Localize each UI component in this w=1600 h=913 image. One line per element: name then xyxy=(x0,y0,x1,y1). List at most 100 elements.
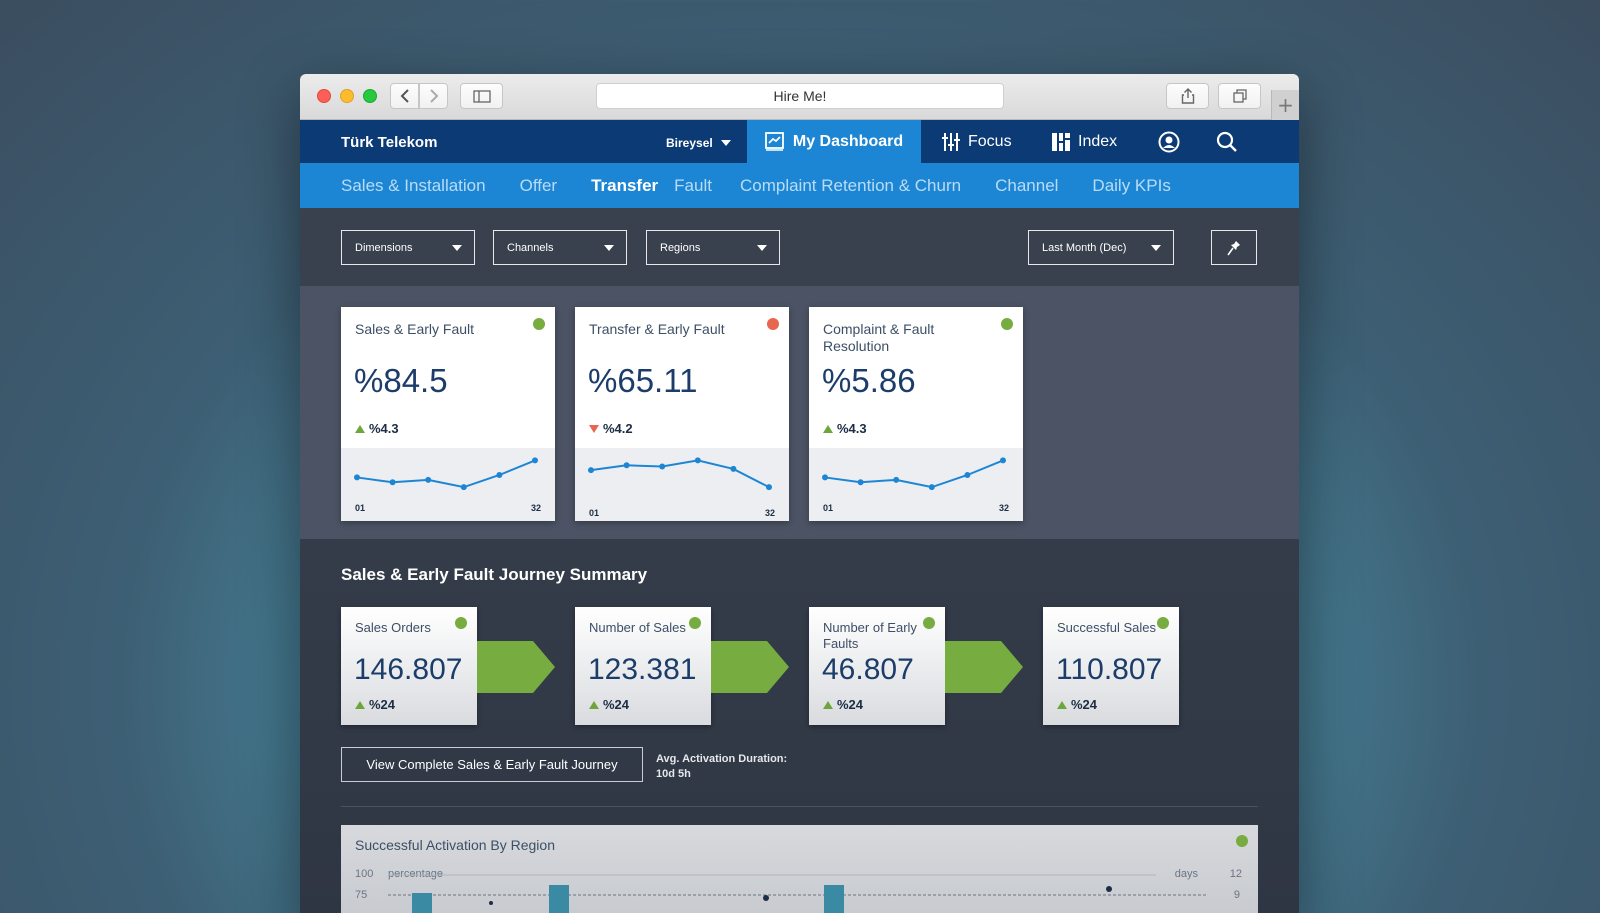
sparkline-point xyxy=(730,465,737,472)
view-journey-button[interactable]: View Complete Sales & Early Fault Journe… xyxy=(341,747,643,782)
tabs-icon xyxy=(1232,89,1247,103)
y-tick-right: 9 xyxy=(1233,889,1240,901)
tab-sales-installation[interactable]: Sales & Installation xyxy=(341,175,486,195)
plus-icon: + xyxy=(1277,93,1294,117)
sparkline-point xyxy=(425,476,432,483)
period-dropdown[interactable]: Last Month (Dec) xyxy=(1028,230,1174,265)
caret-down-icon xyxy=(1151,244,1161,251)
step-title: Successful Sales xyxy=(1057,620,1156,635)
sparkline-point xyxy=(694,457,701,464)
regions-dropdown[interactable]: Regions xyxy=(646,230,780,265)
step-value: 110.807 xyxy=(1056,653,1163,686)
grid-icon xyxy=(1052,132,1070,151)
kpi-delta: %4.2 xyxy=(589,421,633,436)
sparkline-point xyxy=(588,467,594,474)
top-navigation: Türk Telekom Bireysel My Dashboard Focus… xyxy=(300,120,1299,163)
user-profile-button[interactable] xyxy=(1158,120,1180,163)
step-value: 46.807 xyxy=(822,653,914,686)
new-tab-button[interactable]: + xyxy=(1271,90,1299,120)
chevron-left-icon xyxy=(400,89,409,103)
kpi-delta-value: %4.3 xyxy=(837,421,867,436)
forward-button[interactable] xyxy=(419,83,448,109)
user-icon xyxy=(1158,131,1180,152)
y-tick-left: 75 xyxy=(355,889,368,901)
channels-label: Channels xyxy=(507,241,554,254)
tab-channel[interactable]: Channel xyxy=(995,175,1059,195)
sparkline-start-label: 01 xyxy=(823,503,834,513)
kpi-title: Transfer & Early Fault xyxy=(589,321,725,337)
tab-fault[interactable]: Fault xyxy=(674,175,712,195)
dimensions-dropdown[interactable]: Dimensions xyxy=(341,230,475,265)
tab-daily-kpis[interactable]: Daily KPIs xyxy=(1092,175,1171,195)
chart-icon xyxy=(764,132,784,151)
arrow-up-icon xyxy=(355,700,365,709)
step-delta: %24 xyxy=(1057,697,1097,712)
arrow-up-icon xyxy=(589,700,599,709)
region-chart-card[interactable]: Successful Activation By Region 100 perc… xyxy=(341,825,1258,913)
caret-down-icon xyxy=(720,140,731,146)
close-window-button[interactable] xyxy=(317,89,331,103)
zoom-window-button[interactable] xyxy=(363,89,377,103)
nav-index[interactable]: Index xyxy=(1052,120,1117,163)
minimize-window-button[interactable] xyxy=(340,89,354,103)
flow-arrow-icon xyxy=(477,641,555,693)
journey-step-card[interactable]: Number of Early Faults 46.807 %24 xyxy=(809,607,945,725)
kpi-card[interactable]: Complaint & Fault Resolution %5.86 %4.3 … xyxy=(809,307,1023,521)
kpi-value: %65.11 xyxy=(588,362,698,399)
tabs-overview-button[interactable] xyxy=(1218,83,1261,109)
channels-dropdown[interactable]: Channels xyxy=(493,230,627,265)
step-title: Sales Orders xyxy=(355,620,431,635)
filter-bar: Dimensions Channels Regions Last Month (… xyxy=(300,208,1299,286)
sidebar-toggle-button[interactable] xyxy=(460,83,503,109)
tab-complaint-retention-churn[interactable]: Complaint Retention & Churn xyxy=(739,175,962,195)
sparkline-point xyxy=(1000,457,1006,464)
kpi-delta-value: %4.2 xyxy=(603,421,633,436)
step-delta: %24 xyxy=(355,697,395,712)
sparkline-point xyxy=(460,484,467,491)
journey-summary: Sales & Early Fault Journey Summary Sale… xyxy=(300,539,1299,913)
journey-step-card[interactable]: Successful Sales 110.807 %24 xyxy=(1043,607,1179,725)
y-axis-right-label: days xyxy=(1174,868,1198,880)
pin-button[interactable] xyxy=(1211,230,1257,265)
nav-focus[interactable]: Focus xyxy=(942,120,1012,163)
step-title: Number of Sales xyxy=(589,620,686,635)
sparkline-point xyxy=(659,463,666,470)
address-bar[interactable]: Hire Me! xyxy=(596,83,1004,109)
persona-dropdown[interactable]: Bireysel xyxy=(666,136,731,150)
journey-step-card[interactable]: Sales Orders 146.807 %24 xyxy=(341,607,477,725)
step-delta-value: %24 xyxy=(837,697,864,712)
sparkline-point xyxy=(623,462,630,469)
arrow-up-icon xyxy=(823,700,833,709)
back-button[interactable] xyxy=(390,83,419,109)
sparkline-line xyxy=(590,459,770,489)
share-icon xyxy=(1181,88,1194,104)
share-button[interactable] xyxy=(1166,83,1209,109)
kpi-card[interactable]: Transfer & Early Fault %65.11 %4.2 01 32 xyxy=(575,307,789,521)
kpi-value: %5.86 xyxy=(822,362,916,399)
nav-my-dashboard[interactable]: My Dashboard xyxy=(747,120,921,163)
status-dot xyxy=(1157,617,1169,629)
sparkline-point xyxy=(928,484,935,491)
y-tick-right: 12 xyxy=(1229,868,1242,880)
caret-down-icon xyxy=(604,244,614,251)
kpi-title: Sales & Early Fault xyxy=(355,321,475,337)
caret-down-icon xyxy=(757,244,767,251)
tab-offer[interactable]: Offer xyxy=(519,175,558,195)
kpi-card[interactable]: Sales & Early Fault %84.5 %4.3 01 32 xyxy=(341,307,555,521)
pin-icon xyxy=(1227,240,1240,255)
sparkline-point xyxy=(532,457,538,464)
journey-step-card[interactable]: Number of Sales 123.381 %24 xyxy=(575,607,711,725)
status-dot xyxy=(455,617,467,629)
arrow-up-icon xyxy=(1057,700,1067,709)
chevron-right-icon xyxy=(429,89,438,103)
tab-transfer[interactable]: Transfer xyxy=(591,175,659,195)
sparkline-point xyxy=(893,476,900,483)
sparkline-end-label: 32 xyxy=(530,503,541,513)
step-delta-value: %24 xyxy=(1071,697,1098,712)
section-title: Sales & Early Fault Journey Summary xyxy=(341,565,648,584)
region-chart-plot xyxy=(388,874,1206,913)
search-button[interactable] xyxy=(1216,120,1238,163)
brand-name: Türk Telekom xyxy=(341,134,438,151)
sparkline-line xyxy=(356,459,536,489)
region-chart-title: Successful Activation By Region xyxy=(355,837,555,853)
